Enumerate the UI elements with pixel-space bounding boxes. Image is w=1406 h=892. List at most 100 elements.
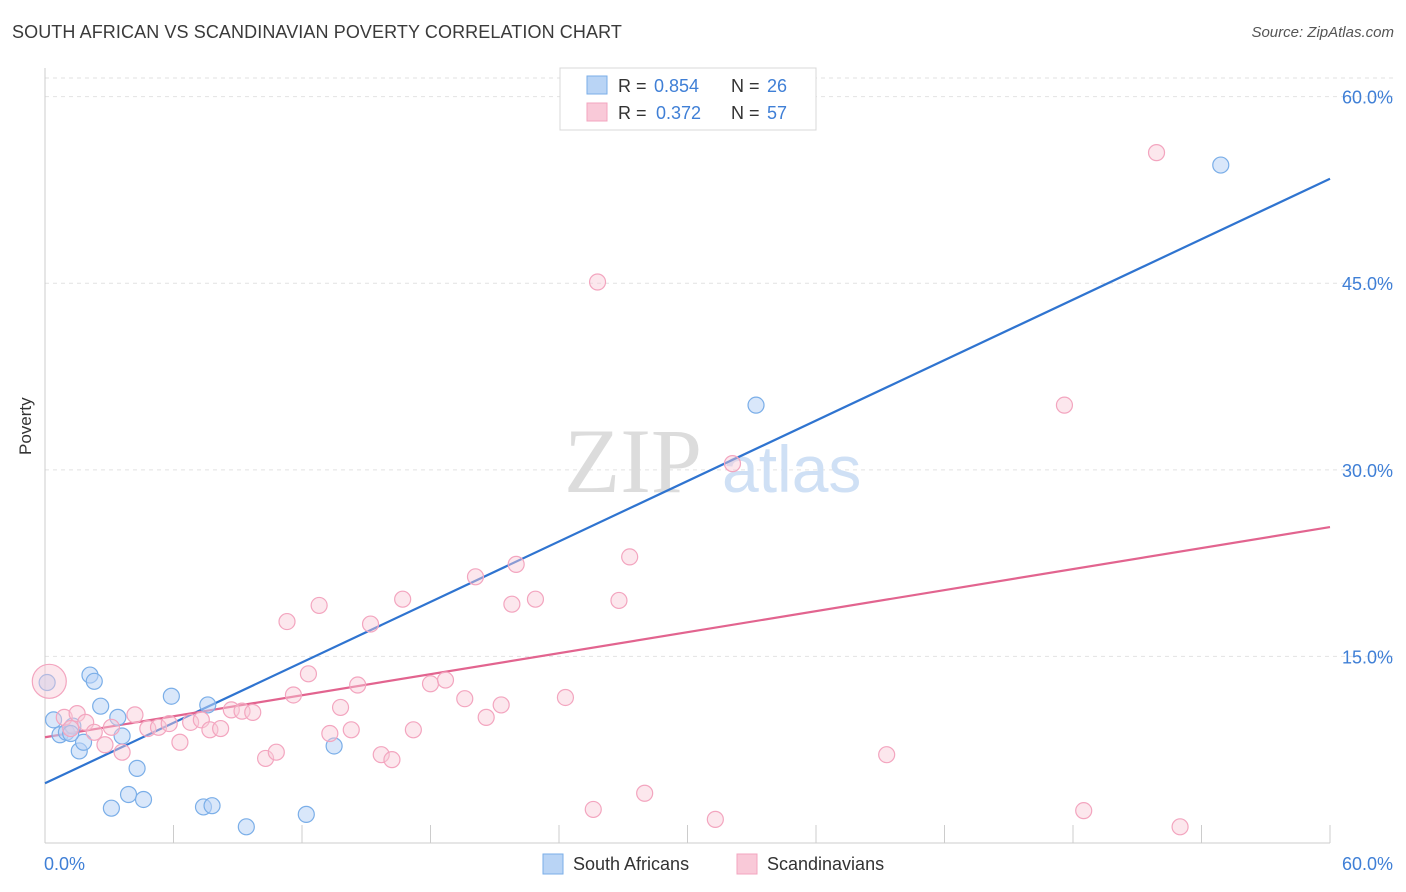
south-africans-trend-line: [44, 177, 1331, 785]
scandinavians-point-31: [361, 615, 380, 633]
legend-swatch-south-africans: [586, 75, 608, 95]
x-tick-label-0: 0.0%: [44, 854, 85, 874]
south-africans-point-13: [119, 785, 138, 804]
x-tick-label-1: 60.0%: [1342, 854, 1393, 874]
y-tick-label-0: 15.0%: [1342, 647, 1393, 667]
scandinavians-point-48: [610, 591, 628, 610]
scandinavians-point-35: [404, 721, 422, 739]
south-africans-point-10: [102, 799, 120, 817]
legend-n-value-0: 26: [767, 76, 787, 96]
y-tick-label-1: 30.0%: [1342, 461, 1393, 481]
south-africans-point-15: [134, 790, 153, 809]
scandinavians-point-26: [310, 596, 328, 615]
scandinavians-point-0: [31, 663, 67, 699]
scandinavians-point-33: [383, 751, 401, 769]
scandinavians-point-7: [102, 718, 120, 736]
scandinavians-point-52: [723, 455, 742, 473]
y-tick-label-3: 60.0%: [1342, 88, 1393, 108]
legend-r-value-1: 0.372: [656, 103, 701, 123]
scandinavians-point-9: [126, 706, 144, 724]
source-label: Source: ZipAtlas.com: [1251, 24, 1394, 41]
bottom-legend-swatch-scandinavians: [736, 853, 758, 875]
legend-n-label-0: N =: [731, 76, 760, 96]
south-africans-point-9: [92, 697, 110, 715]
legend-n-label-1: N =: [731, 103, 760, 123]
scandinavians-point-41: [492, 696, 510, 714]
scandinavians-point-51: [706, 810, 724, 828]
legend-swatch-scandinavians: [586, 102, 608, 122]
scandinavians-point-6: [96, 736, 114, 754]
scandinavians-trend-line: [44, 525, 1331, 739]
legend-r-value-0: 0.854: [654, 76, 699, 96]
gridlines: [45, 77, 1395, 657]
scandinavians-point-56: [1147, 144, 1166, 162]
scandinavians-point-17: [212, 719, 230, 738]
chart-title: SOUTH AFRICAN VS SCANDINAVIAN POVERTY CO…: [12, 22, 622, 42]
scandinavians-point-42: [503, 595, 521, 613]
scandinavians-point-39: [466, 568, 485, 586]
south-africans-point-21: [297, 805, 315, 823]
watermark-atlas: atlas: [722, 432, 861, 506]
south-africans-point-20: [237, 818, 255, 836]
scandinavians-point-24: [284, 686, 303, 704]
south-africans-point-18: [199, 696, 217, 714]
south-africans-point-0: [38, 673, 56, 692]
scandinavians-point-37: [436, 671, 455, 689]
scandinavians-point-5: [85, 723, 103, 741]
axes: [44, 68, 1331, 844]
scandinavians-point-34: [394, 590, 412, 608]
trend-lines: [44, 177, 1331, 785]
series-legend: South Africans Scandinavians: [542, 853, 884, 875]
scandinavians-point-53: [878, 746, 896, 764]
watermark: ZIP atlas: [564, 410, 861, 512]
y-tick-label-2: 45.0%: [1342, 274, 1393, 294]
scandinavians-point-49: [621, 548, 639, 566]
scandinavians-point-28: [331, 698, 350, 717]
scandinavians-point-46: [584, 800, 602, 819]
scandinavians-point-38: [456, 690, 474, 708]
scandinavians-point-45: [556, 688, 575, 707]
south-africans-point-11: [109, 708, 127, 726]
scandinavians-point-27: [321, 724, 339, 743]
scandinavians-point-21: [256, 749, 275, 768]
scandinavians-point-43: [507, 555, 525, 573]
south-africans-point-6: [74, 733, 93, 751]
scandinavians-point-32: [372, 746, 390, 764]
scandinavians-point-47: [588, 273, 607, 291]
scandinavians-point-50: [636, 784, 654, 802]
south-africans-point-24: [1212, 156, 1230, 174]
south-africans-point-1: [44, 711, 63, 729]
scandinavians-point-30: [349, 676, 367, 694]
scandinavians-point-2: [62, 719, 80, 738]
south-africans-point-16: [162, 687, 180, 705]
scandinavians-point-40: [477, 708, 495, 726]
south-africans-point-14: [128, 759, 146, 777]
south-africans-point-8: [85, 672, 103, 690]
scandinavians-point-36: [421, 675, 440, 693]
south-africans-point-25: [62, 724, 80, 743]
legend-r-label-0: R =: [618, 76, 647, 96]
bottom-legend-south-africans: South Africans: [573, 854, 689, 874]
tick-labels: 15.0% 30.0% 45.0% 60.0% 0.0% 60.0%: [44, 88, 1393, 874]
scandinavians-point-54: [1055, 396, 1074, 414]
scandinavians-point-8: [113, 743, 131, 761]
scandinavians-point-44: [526, 590, 545, 608]
scandinavians-point-29: [342, 721, 360, 739]
scandinavians-point-25: [299, 665, 318, 683]
stats-legend: R = 0.854 N = 26 R = 0.372 N = 57: [559, 67, 817, 131]
scandinavians-point-55: [1075, 802, 1093, 820]
scandinavians-point-12: [160, 714, 178, 733]
bottom-legend-swatch-south-africans: [542, 853, 564, 875]
bottom-legend-scandinavians: Scandinavians: [767, 854, 884, 874]
data-points: [31, 144, 1230, 836]
legend-n-value-1: 57: [767, 103, 787, 123]
scandinavians-point-22: [267, 743, 285, 761]
scandinavians-point-11: [149, 718, 168, 736]
scandinavians-point-57: [1171, 818, 1189, 836]
south-africans-point-19: [203, 797, 221, 815]
legend-r-label-1: R =: [618, 103, 647, 123]
south-africans-point-23: [747, 396, 765, 414]
watermark-zip: ZIP: [564, 410, 702, 512]
scandinavians-point-20: [244, 703, 262, 721]
